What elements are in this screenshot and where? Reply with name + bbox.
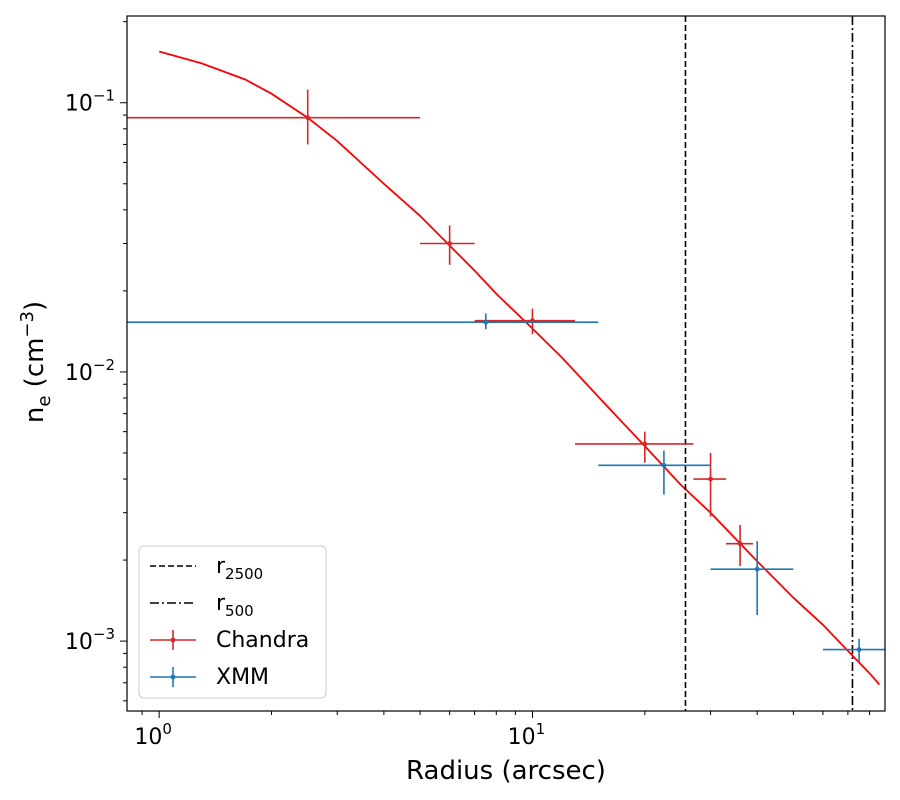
axis-ticks: 100 101 10−1 10−2 10−3	[65, 21, 871, 750]
chandra-point-2	[420, 225, 475, 265]
y-tick-label: 10−2	[65, 356, 115, 386]
xmm-marker-2	[661, 462, 667, 468]
chandra-point-4	[574, 431, 694, 463]
legend-label: Chandra	[216, 628, 309, 653]
chandra-marker-5	[708, 476, 713, 482]
x-tick-label: 100	[134, 720, 172, 750]
legend-marker	[170, 674, 176, 680]
legend-entry-xmm: XMM	[150, 665, 269, 690]
x-axis-label: Radius (arcsec)	[406, 756, 606, 786]
legend-entry-r500: r500	[150, 591, 254, 620]
legend-label: r2500	[216, 554, 263, 583]
y-tick-label: 10−3	[65, 625, 115, 655]
reference-lines	[684, 16, 854, 711]
chandra-point-5	[693, 452, 726, 517]
chandra-marker-4	[642, 441, 648, 447]
x-tick-label: 101	[508, 720, 546, 750]
y-axis-label: ne (cm−3)	[17, 301, 55, 423]
legend-marker	[170, 637, 176, 643]
xmm-point-1	[127, 313, 599, 330]
xmm-point-2	[598, 450, 711, 495]
chandra-marker-6	[737, 541, 743, 547]
xmm-marker-4	[856, 647, 862, 652]
chandra-marker-1	[305, 115, 311, 121]
chandra-point-6	[725, 524, 754, 567]
chandra-point-1	[127, 89, 421, 145]
legend-entry-r2500: r2500	[150, 554, 263, 583]
legend-entry-chandra: Chandra	[150, 628, 309, 653]
chandra-point-3	[474, 308, 575, 335]
xmm-marker-3	[754, 566, 760, 572]
legend: r2500 r500 Chandra XMM	[138, 545, 327, 699]
legend-label: r500	[216, 591, 254, 620]
y-tick-label: 10−1	[65, 87, 115, 117]
xmm-point-4	[822, 638, 885, 662]
chandra-marker-2	[447, 241, 453, 246]
legend-box	[138, 545, 327, 699]
plot-frame	[126, 15, 886, 712]
xmm-marker-1	[483, 319, 489, 325]
errorbar-layer	[127, 89, 885, 662]
legend-label: XMM	[216, 665, 269, 690]
xmm-point-3	[710, 541, 794, 616]
